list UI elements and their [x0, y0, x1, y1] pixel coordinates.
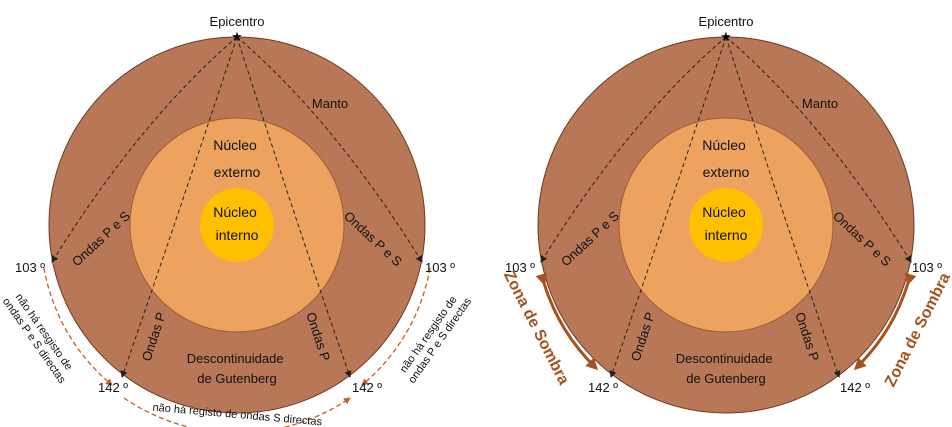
inner-core-label: Núcleo interno: [702, 204, 749, 243]
angle-142-left: 142 º: [98, 380, 128, 395]
epicenter-star: ★: [720, 29, 732, 44]
shadow-arcs: [43, 267, 431, 427]
inner-core-circle: [200, 188, 274, 262]
outer-core-label: Núcleo externo: [213, 137, 260, 180]
epicenter-label: Epicentro: [699, 14, 754, 29]
wave-paths: [51, 36, 423, 378]
mantle-label: Manto: [312, 96, 348, 111]
angle-103-left: 103 º: [505, 260, 535, 275]
shadow-zone-arrows: [535, 272, 917, 371]
angle-142-left: 142 º: [588, 380, 618, 395]
right-diagram: ★ Epicentro Manto Núcleo externo Núcleo …: [500, 14, 952, 414]
angle-142-right: 142 º: [352, 380, 382, 395]
inner-core-label: Núcleo interno: [213, 204, 260, 243]
gutenberg-label: Descontinuidade de Gutenberg: [676, 351, 776, 386]
angle-142-right: 142 º: [840, 380, 870, 395]
wave-paths: [540, 36, 912, 378]
epicenter-star: ★: [231, 29, 243, 44]
angle-103-left: 103 º: [15, 260, 45, 275]
left-diagram: ★ Epicentro Manto Núcleo externo Núcleo …: [0, 14, 474, 427]
shadow-zone-arrow-right: [853, 272, 917, 371]
gutenberg-label: Descontinuidade de Gutenberg: [187, 351, 287, 386]
angle-103-right: 103 º: [425, 260, 455, 275]
inner-core-circle: [689, 188, 763, 262]
epicenter-label: Epicentro: [210, 14, 265, 29]
angle-103-right: 103 º: [912, 260, 942, 275]
outer-core-label: Núcleo externo: [702, 137, 749, 180]
shadow-zone-arrow-left: [535, 272, 599, 371]
mantle-label: Manto: [802, 96, 838, 111]
